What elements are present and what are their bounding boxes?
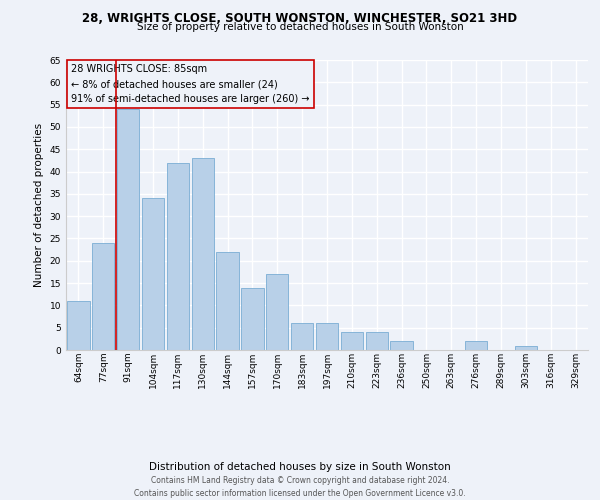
Bar: [465, 341, 487, 350]
Bar: [515, 346, 537, 350]
Bar: [191, 158, 214, 350]
Bar: [217, 252, 239, 350]
Bar: [266, 274, 289, 350]
Bar: [365, 332, 388, 350]
Text: 28, WRIGHTS CLOSE, SOUTH WONSTON, WINCHESTER, SO21 3HD: 28, WRIGHTS CLOSE, SOUTH WONSTON, WINCHE…: [82, 12, 518, 26]
Bar: [391, 341, 413, 350]
Bar: [92, 243, 115, 350]
Text: 28 WRIGHTS CLOSE: 85sqm
← 8% of detached houses are smaller (24)
91% of semi-det: 28 WRIGHTS CLOSE: 85sqm ← 8% of detached…: [71, 64, 310, 104]
Text: Size of property relative to detached houses in South Wonston: Size of property relative to detached ho…: [137, 22, 463, 32]
Text: Contains HM Land Registry data © Crown copyright and database right 2024.
Contai: Contains HM Land Registry data © Crown c…: [134, 476, 466, 498]
Bar: [167, 162, 189, 350]
Bar: [291, 323, 313, 350]
Bar: [316, 323, 338, 350]
Bar: [241, 288, 263, 350]
Bar: [341, 332, 363, 350]
Bar: [117, 109, 139, 350]
Text: Distribution of detached houses by size in South Wonston: Distribution of detached houses by size …: [149, 462, 451, 472]
Y-axis label: Number of detached properties: Number of detached properties: [34, 123, 44, 287]
Bar: [67, 301, 89, 350]
Bar: [142, 198, 164, 350]
